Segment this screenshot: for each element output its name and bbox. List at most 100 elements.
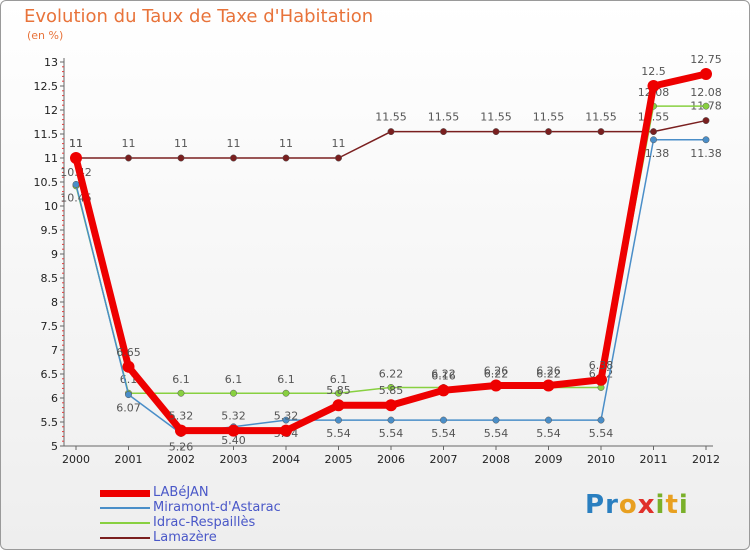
y-tick-label: 10.5 [34, 176, 59, 189]
y-tick-label: 12.5 [34, 80, 59, 93]
data-label: 11.55 [585, 111, 617, 124]
y-tick-label: 6.5 [41, 368, 59, 381]
data-label: 12.08 [690, 86, 722, 99]
data-label: 11.38 [638, 147, 670, 160]
data-point [230, 389, 237, 397]
x-tick-label: 2007 [430, 453, 458, 466]
x-tick-label: 2011 [640, 453, 668, 466]
y-tick-label: 9 [51, 248, 58, 261]
data-point [177, 154, 185, 162]
data-label: 6.22 [431, 367, 456, 380]
data-label: 12.5 [641, 65, 666, 78]
x-tick-label: 2008 [482, 453, 510, 466]
data-point [282, 416, 290, 424]
data-label: 6.22 [484, 367, 509, 380]
data-point [125, 154, 132, 162]
data-point [597, 416, 605, 424]
data-label: 6.1 [330, 373, 348, 386]
data-label: 5.85 [326, 384, 351, 397]
legend-label: Miramont-d'Astarac [153, 500, 281, 515]
data-point [387, 383, 395, 391]
data-point [702, 117, 710, 125]
data-label: 11 [122, 137, 136, 150]
data-label: 6.26 [536, 365, 561, 378]
y-tick-label: 8 [51, 296, 58, 309]
data-label: 11 [69, 137, 83, 150]
data-point [650, 128, 657, 136]
data-label: 5.40 [221, 434, 246, 447]
y-tick-label: 13 [44, 56, 58, 69]
y-tick-label: 5 [51, 440, 58, 453]
data-label: 5.32 [169, 410, 194, 423]
legend-swatch [100, 537, 150, 539]
data-label: 5.32 [221, 410, 246, 423]
logo-letter: x [637, 490, 656, 520]
data-label: 6.1 [172, 373, 190, 386]
data-point [647, 80, 660, 92]
data-label: 6.1 [225, 373, 243, 386]
y-tick-label: 6 [51, 392, 58, 405]
data-point [385, 399, 397, 412]
data-label: 5.26 [169, 441, 194, 454]
y-tick-label: 10 [44, 200, 58, 213]
data-label: 11.55 [428, 111, 460, 124]
logo-letter: t [665, 490, 679, 520]
data-point [437, 384, 450, 397]
data-label: 6.1 [277, 373, 295, 386]
data-point [650, 136, 657, 144]
series-line-3 [76, 119, 707, 159]
data-point [70, 152, 82, 164]
x-tick-label: 2005 [325, 453, 353, 466]
data-label: 11.55 [533, 111, 565, 124]
legend-label: Idrac-Respaillès [153, 515, 256, 530]
logo-letter: i [655, 490, 666, 520]
y-tick-label: 5.5 [41, 416, 59, 429]
data-point [122, 360, 135, 373]
data-point [335, 416, 342, 424]
logo-letter: r [605, 490, 619, 520]
data-label: 11 [174, 137, 188, 150]
data-label: 11.38 [690, 147, 722, 160]
data-point [440, 128, 447, 136]
logo-letter: o [618, 490, 638, 520]
legend-swatch [100, 489, 150, 497]
data-label: 12.75 [690, 53, 722, 66]
data-point [545, 416, 552, 424]
y-tick-label: 11 [44, 152, 58, 165]
data-point [230, 154, 237, 162]
data-point [492, 416, 500, 424]
data-point [280, 424, 292, 437]
x-tick-label: 2004 [272, 453, 300, 466]
data-point [335, 389, 342, 397]
data-point [595, 373, 607, 386]
x-tick-label: 2006 [377, 453, 405, 466]
x-tick-label: 2009 [535, 453, 563, 466]
data-label: 6.65 [116, 346, 141, 359]
data-label: 5.54 [431, 427, 456, 440]
data-label: 5.85 [379, 384, 404, 397]
logo-letter: P [585, 490, 606, 520]
data-point [177, 389, 185, 397]
legend-swatch [100, 522, 150, 524]
x-tick-label: 2003 [220, 453, 248, 466]
data-point [440, 416, 447, 424]
data-point [72, 180, 80, 188]
y-tick-label: 9.5 [41, 224, 59, 237]
data-label: 5.54 [379, 427, 404, 440]
data-label: 6.22 [379, 367, 404, 380]
data-point [492, 128, 500, 136]
data-point [387, 416, 395, 424]
y-tick-label: 12 [44, 104, 58, 117]
data-label: 5.32 [274, 410, 299, 423]
data-label: 6.38 [589, 359, 614, 372]
legend-label: Lamazère [153, 530, 217, 545]
data-point [387, 128, 395, 136]
x-tick-label: 2002 [167, 453, 195, 466]
proxiti-logo: Proxiti [585, 490, 689, 520]
data-label: 6.16 [431, 369, 456, 382]
data-point [542, 379, 555, 392]
data-label: 5.54 [589, 427, 614, 440]
data-label: 5.54 [484, 427, 509, 440]
